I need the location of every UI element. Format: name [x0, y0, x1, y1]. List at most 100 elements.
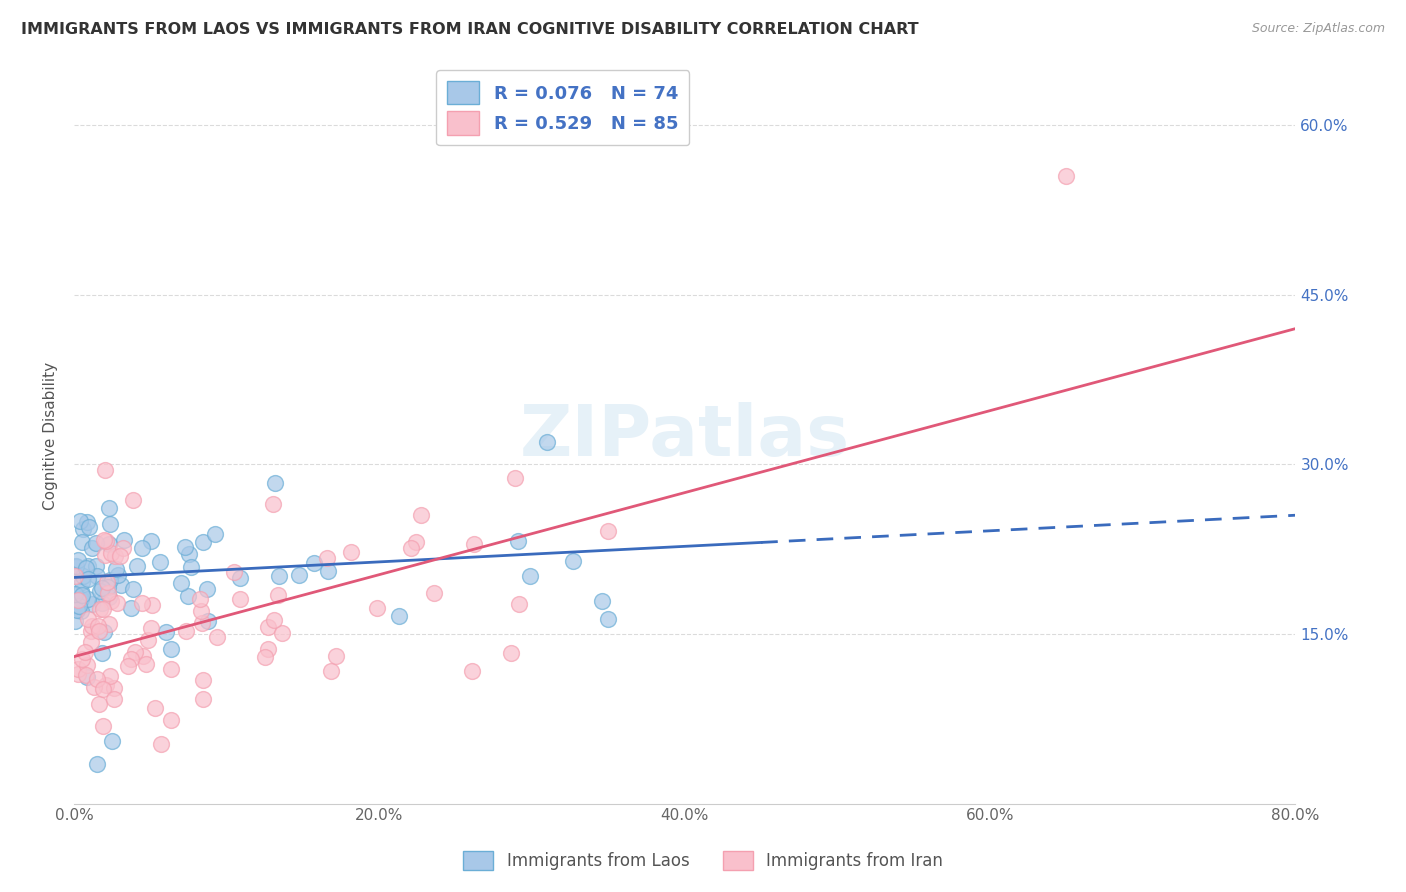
Point	[112, 541, 135, 556]
Point	[65, 587, 87, 601]
Point	[93, 681, 115, 696]
Point	[69, 583, 91, 598]
Point	[120, 652, 142, 666]
Point	[77, 592, 100, 607]
Point	[107, 568, 129, 582]
Point	[103, 681, 125, 695]
Point	[97, 501, 120, 516]
Point	[519, 569, 541, 583]
Point	[82, 619, 104, 633]
Point	[319, 664, 342, 678]
Point	[288, 568, 311, 582]
Point	[598, 524, 620, 538]
Point	[191, 673, 214, 687]
Point	[67, 599, 90, 613]
Point	[176, 589, 198, 603]
Point	[84, 558, 107, 573]
Point	[65, 559, 87, 574]
Point	[270, 626, 292, 640]
Point	[117, 659, 139, 673]
Point	[75, 561, 97, 575]
Text: IMMIGRANTS FROM LAOS VS IMMIGRANTS FROM IRAN COGNITIVE DISABILITY CORRELATION CH: IMMIGRANTS FROM LAOS VS IMMIGRANTS FROM …	[21, 22, 918, 37]
Point	[100, 594, 122, 608]
Point	[160, 713, 183, 727]
Point	[405, 535, 427, 549]
Point	[257, 641, 280, 656]
Point	[149, 556, 172, 570]
Point	[160, 641, 183, 656]
Point	[70, 591, 93, 606]
Point	[80, 624, 103, 639]
Point	[224, 565, 246, 579]
Point	[70, 652, 93, 666]
Point	[73, 645, 96, 659]
Point	[591, 594, 613, 608]
Point	[91, 719, 114, 733]
Point	[598, 612, 620, 626]
Point	[84, 536, 107, 550]
Point	[66, 602, 89, 616]
Point	[503, 471, 526, 485]
Point	[91, 596, 114, 610]
Point	[460, 665, 482, 679]
Point	[100, 546, 122, 560]
Point	[131, 596, 153, 610]
Point	[77, 572, 100, 586]
Point	[177, 547, 200, 561]
Point	[122, 493, 145, 508]
Point	[143, 701, 166, 715]
Point	[79, 520, 101, 534]
Point	[86, 757, 108, 772]
Point	[97, 537, 120, 551]
Point	[103, 691, 125, 706]
Point	[91, 581, 114, 595]
Point	[105, 596, 128, 610]
Point	[150, 737, 173, 751]
Point	[97, 586, 120, 600]
Point	[263, 475, 285, 490]
Legend: Immigrants from Laos, Immigrants from Iran: Immigrants from Laos, Immigrants from Ir…	[457, 844, 949, 877]
Point	[63, 614, 86, 628]
Point	[108, 549, 131, 563]
Legend: R = 0.076   N = 74, R = 0.529   N = 85: R = 0.076 N = 74, R = 0.529 N = 85	[436, 70, 689, 145]
Point	[302, 556, 325, 570]
Point	[86, 568, 108, 582]
Point	[80, 541, 103, 556]
Point	[75, 667, 97, 681]
Point	[197, 614, 219, 628]
Point	[399, 541, 422, 556]
Point	[191, 535, 214, 549]
Point	[87, 624, 110, 639]
Point	[422, 586, 444, 600]
Point	[1056, 169, 1078, 183]
Point	[366, 600, 388, 615]
Point	[91, 602, 114, 616]
Y-axis label: Cognitive Disability: Cognitive Disability	[44, 362, 58, 510]
Point	[65, 568, 87, 582]
Point	[66, 553, 89, 567]
Point	[159, 662, 181, 676]
Point	[229, 591, 252, 606]
Point	[263, 613, 285, 627]
Point	[112, 533, 135, 547]
Point	[87, 618, 110, 632]
Point	[318, 565, 340, 579]
Point	[66, 593, 89, 607]
Point	[124, 645, 146, 659]
Point	[67, 662, 90, 676]
Point	[174, 624, 197, 639]
Point	[65, 560, 87, 574]
Point	[127, 558, 149, 573]
Point	[141, 599, 163, 613]
Point	[191, 615, 214, 630]
Point	[69, 604, 91, 618]
Point	[139, 621, 162, 635]
Point	[267, 588, 290, 602]
Point	[388, 608, 411, 623]
Point	[93, 624, 115, 639]
Point	[139, 534, 162, 549]
Point	[170, 576, 193, 591]
Point	[70, 588, 93, 602]
Point	[197, 582, 219, 597]
Point	[132, 648, 155, 663]
